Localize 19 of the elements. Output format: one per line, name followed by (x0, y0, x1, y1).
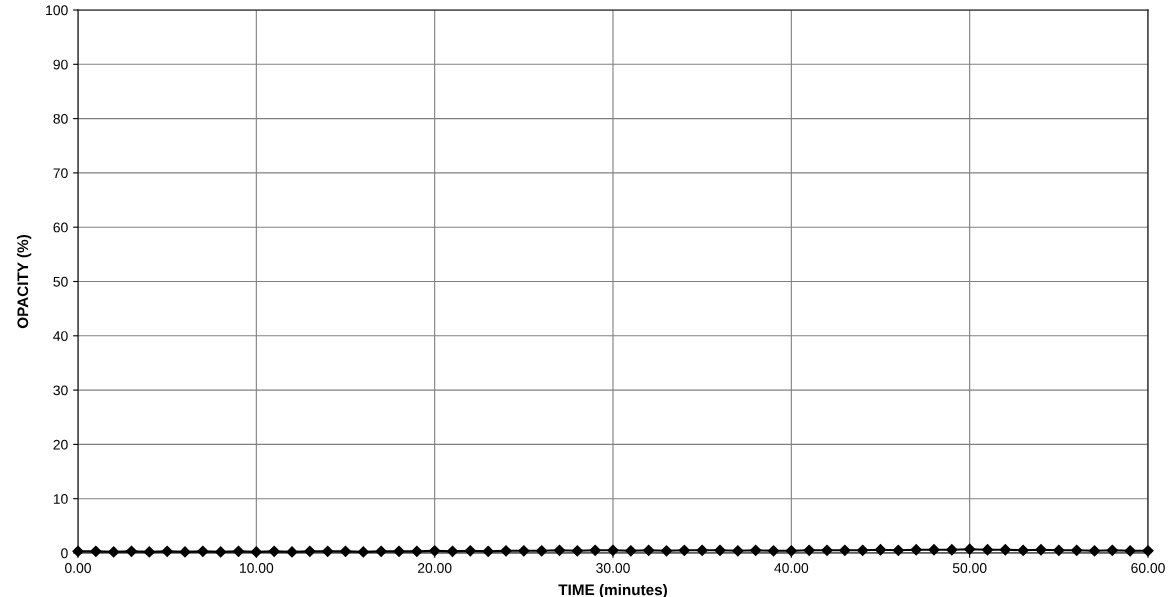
y-tick-label: 20 (53, 439, 68, 450)
x-tick-label: 30.00 (596, 563, 630, 573)
y-tick-label: 60 (53, 222, 68, 233)
y-tick-label: 100 (46, 5, 68, 16)
y-tick-label: 50 (53, 276, 68, 287)
y-tick-label: 40 (53, 331, 68, 341)
y-tick-label: 70 (53, 168, 68, 179)
y-tick-label: 90 (53, 59, 68, 70)
y-tick-label: 80 (53, 113, 68, 124)
y-tick-label: 10 (53, 494, 68, 504)
x-tick-label: 0.00 (65, 563, 91, 573)
x-tick-label: 60.00 (1131, 563, 1165, 573)
x-tick-label: 20.00 (417, 563, 452, 573)
y-tick-label: 30 (53, 385, 68, 396)
y-tick-label: 0 (61, 548, 68, 559)
x-tick-label: 10.00 (240, 563, 274, 573)
y-axis-title: OPACITY (%) (16, 235, 32, 329)
x-tick-label: 50.00 (952, 563, 987, 573)
x-tick-label: 40.00 (774, 563, 809, 573)
